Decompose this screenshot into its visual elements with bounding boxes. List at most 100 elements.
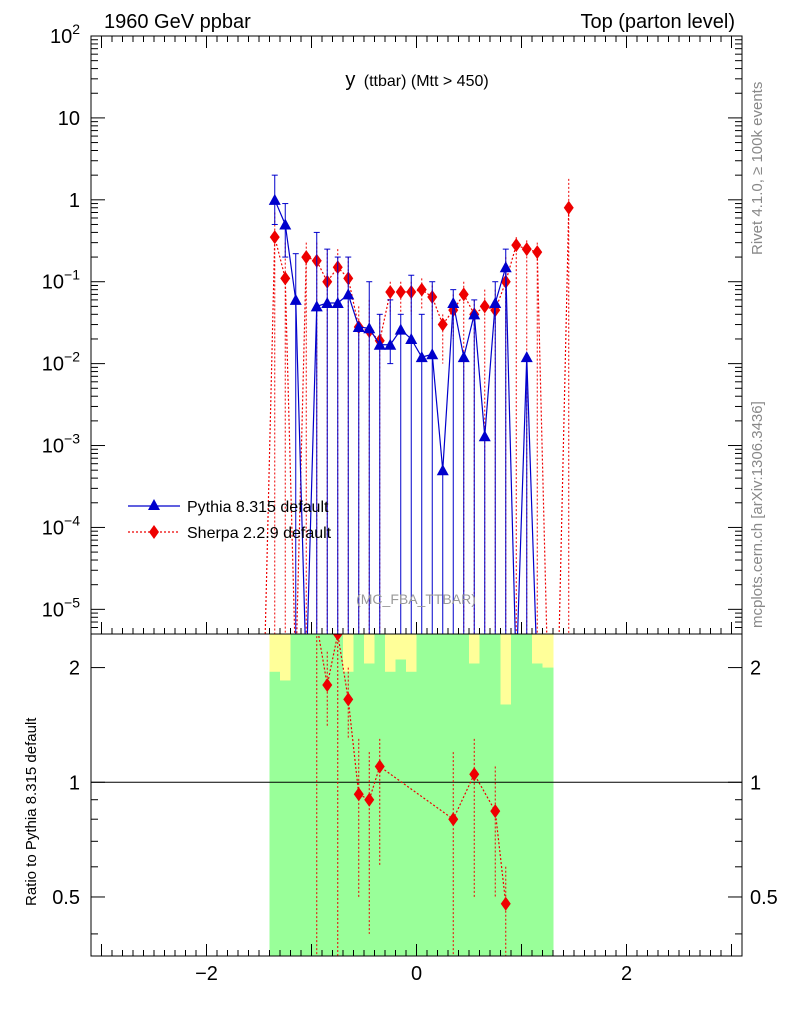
ratio-sherpa-line	[317, 634, 507, 904]
pythia-point	[310, 300, 323, 312]
pythia-point	[468, 308, 481, 320]
main-ytick-label: 1	[69, 190, 80, 212]
legend-sherpa-marker	[149, 525, 159, 539]
ratio-band-inner	[521, 634, 533, 956]
pythia-point	[447, 296, 460, 308]
sherpa-point	[280, 271, 291, 286]
main-panel-frame	[90, 35, 743, 635]
ratio-ytick-label: 1	[69, 772, 80, 794]
plot-title: y (ttbar) (Mtt > 450)	[345, 69, 488, 91]
ratio-plot-area	[316, 634, 511, 956]
ratio-xtick-label: 2	[621, 963, 632, 985]
ratio-ytick-label-right: 2	[750, 658, 761, 680]
pythia-point	[520, 351, 533, 363]
legend-pythia-marker	[148, 499, 160, 510]
ratio-band-inner	[343, 671, 354, 956]
main-ytick-label: 10−4	[42, 512, 80, 539]
axes: 102 10 1 10−1 10−2 10−3 10−4 10−5 −2 0 2 0.5 0.5 1 1 2 2	[42, 21, 778, 985]
plot-title-sub: (ttbar) (Mtt > 450)	[364, 73, 489, 90]
ratio-band-inner	[448, 634, 459, 956]
sherpa-point	[479, 299, 490, 314]
ratio-band-inner	[385, 671, 396, 956]
legend-pythia-label: Pythia 8.315 default	[187, 499, 329, 516]
pythia-point	[478, 430, 491, 442]
pythia-point	[363, 322, 376, 334]
mcplots-label: mcplots.cern.ch [arXiv:1306.3436]	[749, 401, 766, 628]
ratio-band-inner	[406, 671, 417, 956]
pythia-point	[415, 351, 428, 363]
ratio-band-inner	[280, 680, 291, 956]
ratio-band	[269, 634, 554, 956]
rivet-label: Rivet 4.1.0, ≥ 100k events	[749, 82, 766, 255]
ratio-band-inner	[301, 634, 312, 956]
ratio-sherpa-point	[343, 692, 354, 707]
ratio-xtick-label: 0	[411, 963, 422, 985]
sherpa-point	[301, 250, 312, 265]
header-right: Top (parton level)	[580, 11, 735, 33]
ratio-ylabel: Ratio to Pythia 8.315 default	[23, 717, 40, 906]
ratio-band-inner	[427, 634, 438, 956]
pythia-point	[394, 323, 407, 335]
ratio-band-inner	[311, 634, 323, 956]
ratio-ytick-label-right: 1	[750, 772, 761, 794]
main-ytick-label: 10−3	[42, 431, 80, 458]
pythia-point	[352, 320, 365, 332]
pythia-point	[373, 338, 386, 350]
legend-sherpa-label: Sherpa 2.2.9 default	[187, 525, 332, 542]
ratio-sherpa-point	[374, 759, 385, 774]
ratio-xtick-label: −2	[195, 963, 218, 985]
main-ytick-label: 10−5	[42, 594, 80, 621]
ratio-band-inner	[395, 659, 407, 956]
pythia-point	[436, 464, 449, 476]
pythia-point	[384, 338, 397, 350]
sherpa-point	[458, 287, 469, 302]
pythia-point	[279, 218, 292, 230]
main-ytick-label: 10−1	[42, 267, 80, 294]
main-ytick-label: 102	[50, 21, 80, 48]
sherpa-point	[511, 238, 522, 253]
ratio-band-inner	[542, 667, 554, 956]
ratio-band-inner	[290, 634, 302, 956]
legend: Pythia 8.315 default Sherpa 2.2.9 defaul…	[128, 499, 332, 542]
ratio-sherpa-point	[469, 767, 480, 782]
ratio-sherpa-point	[490, 804, 501, 819]
main-plot-area	[264, 174, 574, 634]
pythia-point	[331, 296, 344, 308]
ratio-band-inner	[469, 663, 480, 956]
ratio-band-inner	[416, 634, 428, 956]
ratio-sherpa-point	[353, 787, 364, 802]
pythia-point	[499, 261, 512, 273]
sherpa-point	[395, 284, 406, 299]
pythia-point	[457, 351, 470, 363]
ratio-band-inner	[322, 634, 333, 956]
main-ytick-label: 10	[58, 108, 80, 130]
sherpa-point	[532, 245, 543, 260]
sherpa-point	[385, 284, 396, 299]
ratio-band-inner	[500, 704, 512, 956]
ratio-ytick-label-right: 0.5	[750, 887, 778, 909]
ratio-band-inner	[458, 634, 470, 956]
analysis-label: (MC_FBA_TTBAR)	[356, 591, 476, 607]
ratio-band-inner	[511, 634, 522, 956]
plot-title-main: y	[345, 69, 355, 91]
ratio-sherpa-point	[500, 896, 511, 911]
sherpa-point	[521, 242, 532, 257]
pythia-point	[321, 296, 334, 308]
pythia-point	[405, 332, 418, 344]
ratio-sherpa-point	[364, 792, 375, 807]
pythia-point	[489, 296, 502, 308]
sherpa-point	[416, 282, 427, 297]
pythia-point	[342, 288, 355, 300]
sherpa-point	[269, 230, 280, 245]
pythia-point	[289, 293, 302, 305]
sherpa-point	[437, 317, 448, 332]
ratio-band-inner	[269, 671, 281, 956]
ratio-band-inner	[437, 634, 449, 956]
ratio-sherpa-point	[332, 634, 343, 641]
pythia-point	[426, 348, 439, 360]
sherpa-point	[563, 200, 574, 215]
pythia-point	[268, 193, 281, 205]
ratio-sherpa-point	[448, 812, 459, 827]
ratio-ytick-label: 0.5	[52, 887, 80, 909]
